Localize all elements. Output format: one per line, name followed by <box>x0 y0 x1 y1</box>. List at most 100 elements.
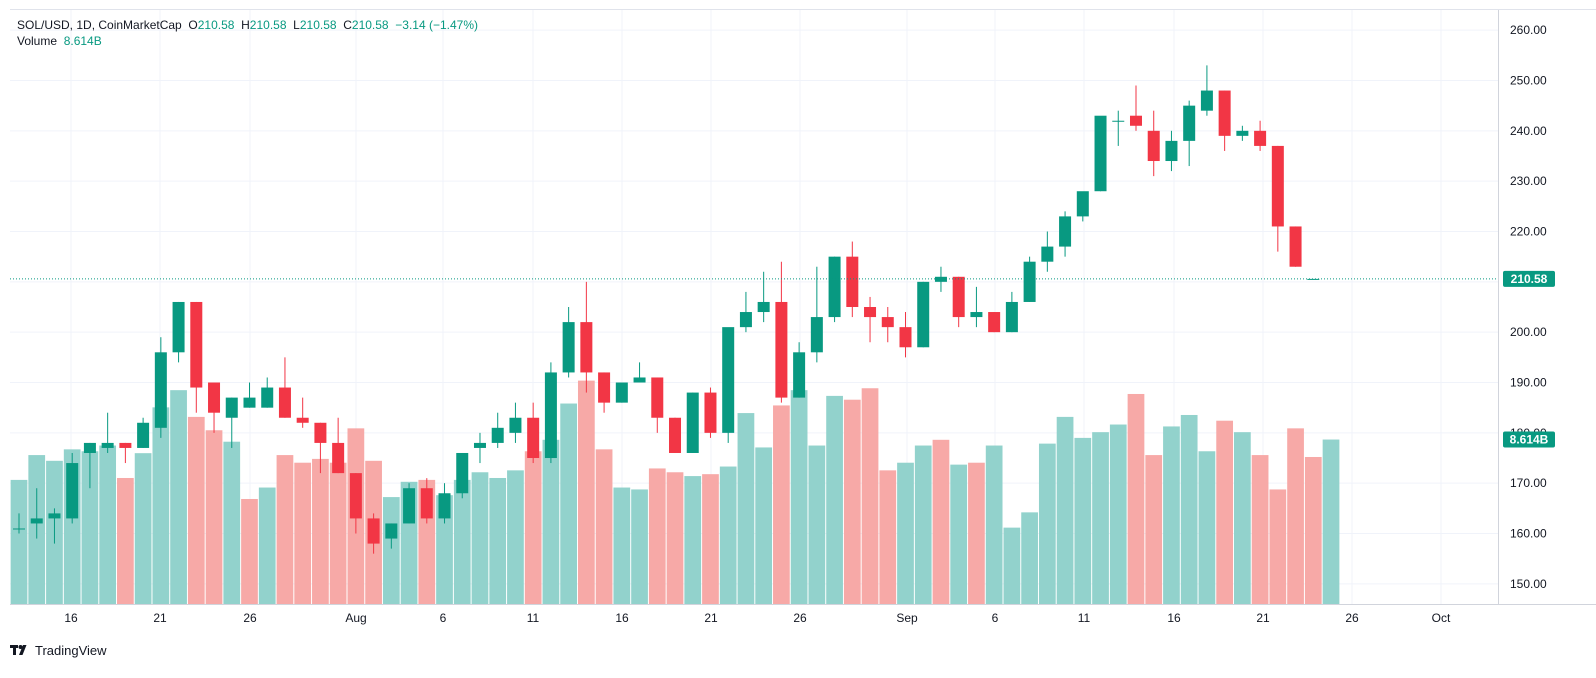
candle-body <box>562 322 575 373</box>
time-tick-label: 16 <box>64 611 78 625</box>
candle-body <box>722 327 735 433</box>
ohlc-legend: SOL/USD, 1D, CoinMarketCap O210.58 H210.… <box>17 18 478 32</box>
candle-body <box>1129 115 1142 126</box>
volume-bar <box>702 474 719 604</box>
symbol-title[interactable]: SOL/USD, 1D, CoinMarketCap <box>17 18 182 32</box>
candle-body <box>669 417 682 453</box>
candle-body <box>225 397 238 418</box>
candle-body <box>1041 246 1054 262</box>
candle-body <box>119 442 132 448</box>
candle-body <box>1059 216 1072 247</box>
volume-bar <box>1322 439 1340 604</box>
volume-bar <box>81 451 99 604</box>
volume-bar <box>1287 428 1304 604</box>
price-axis[interactable]: 150.00160.00170.00180.00190.00200.00210.… <box>1510 23 1547 591</box>
volume-bar <box>1074 437 1092 604</box>
time-tick-label: 26 <box>243 611 257 625</box>
time-axis[interactable]: 16 21 26 Aug 6 11 16 21 26 Sep 6 11 16 21 26 Oct <box>64 611 1451 625</box>
candle-body <box>527 417 540 459</box>
volume-bar <box>950 464 968 604</box>
time-tick-label: 21 <box>1256 611 1270 625</box>
volume-bar <box>1092 432 1109 604</box>
volume-bar <box>577 380 595 604</box>
volume-bar <box>737 413 755 604</box>
volume-bar <box>684 476 702 604</box>
candle-body <box>509 417 522 433</box>
candle-body <box>420 488 433 519</box>
price-tick-label: 190.00 <box>1510 376 1547 390</box>
tradingview-logo-text: TradingView <box>35 642 107 658</box>
candle-body <box>314 422 327 443</box>
time-tick-label: 6 <box>440 611 447 625</box>
volume-bar <box>631 489 648 604</box>
tradingview-logo-icon <box>10 645 27 655</box>
candle-body <box>1307 278 1320 280</box>
candle-body <box>828 256 841 318</box>
volume-bar <box>489 477 507 604</box>
candle-body <box>633 377 646 383</box>
price-tick-label: 250.00 <box>1510 73 1547 87</box>
candle-body <box>598 372 611 403</box>
volume-bar <box>1021 512 1038 604</box>
candle-body <box>1165 140 1178 162</box>
volume-bar <box>826 395 843 604</box>
candle-body <box>1112 120 1125 122</box>
time-tick-label: Sep <box>896 611 918 625</box>
candle-body <box>793 352 806 398</box>
candle-body <box>615 382 628 403</box>
volume-bar <box>1198 451 1216 604</box>
volume-bar <box>1216 420 1234 604</box>
candle-body <box>101 442 114 448</box>
volume-bar <box>1251 455 1269 604</box>
volume-bar <box>808 445 826 604</box>
volume-bar <box>1163 426 1180 604</box>
tradingview-branding[interactable]: TradingView <box>10 642 107 658</box>
volume-bar <box>117 477 134 604</box>
volume-bar <box>897 462 914 604</box>
volume-bar <box>932 439 950 604</box>
candle-body <box>775 301 788 398</box>
candle-body <box>190 301 203 388</box>
candle-body <box>438 493 451 519</box>
volume-bar <box>1234 432 1251 604</box>
volume-bar <box>312 458 329 604</box>
open-label: O <box>188 18 198 32</box>
candle-body <box>1218 90 1231 136</box>
candle-body <box>261 387 274 408</box>
candle-body <box>739 312 752 328</box>
volume-badge-bg <box>1503 431 1555 448</box>
volume-bar <box>10 479 28 604</box>
candle-body <box>704 392 717 433</box>
time-tick-label: 11 <box>527 611 540 625</box>
change-value: −3.14 (−1.47%) <box>395 18 479 32</box>
volume-bar <box>134 453 152 604</box>
candle-body <box>30 518 43 524</box>
time-tick-label: 21 <box>153 611 167 625</box>
volume-bar <box>507 470 524 604</box>
candle-body <box>580 322 593 373</box>
candle-body <box>66 463 79 519</box>
volume-bar <box>1003 527 1021 604</box>
volume-bar <box>719 466 737 604</box>
candle-body <box>367 518 380 544</box>
candle-body <box>1183 105 1196 141</box>
candle-body <box>846 256 859 307</box>
volume-bars <box>10 380 1340 604</box>
last-price-badge-bg <box>1503 270 1555 287</box>
volume-bar <box>968 462 985 604</box>
volume-bar <box>152 407 170 604</box>
volume-bar <box>1304 456 1322 604</box>
volume-bar <box>258 487 276 604</box>
candle-body <box>473 442 486 448</box>
candle-body <box>988 312 1001 333</box>
candle-body <box>332 442 345 474</box>
time-tick-label: 26 <box>793 611 807 625</box>
candle-body <box>83 442 96 453</box>
volume-bar <box>613 487 631 604</box>
candle-body <box>208 382 221 413</box>
price-tick-label: 240.00 <box>1510 124 1547 138</box>
volume-bar <box>843 399 861 604</box>
volume-label[interactable]: Volume <box>17 34 58 48</box>
open-value: 210.58 <box>197 18 235 32</box>
